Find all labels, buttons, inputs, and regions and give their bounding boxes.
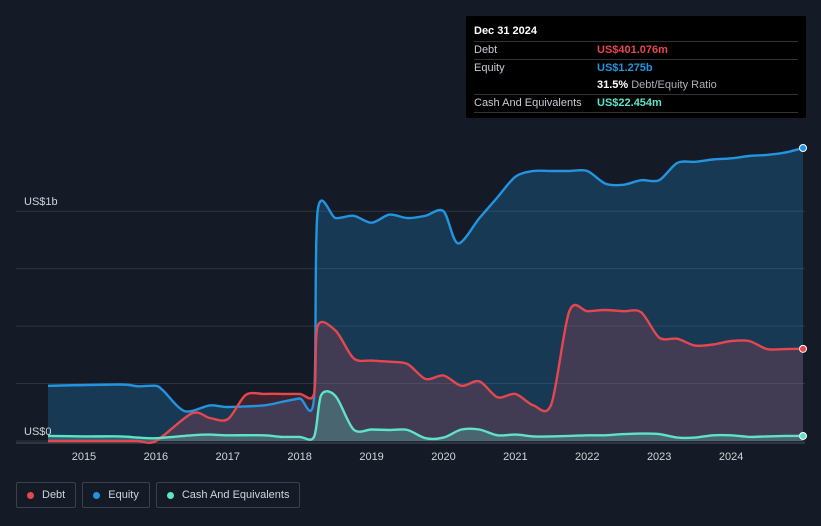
equity-dot-icon	[93, 491, 101, 499]
tooltip-date: Dec 31 2024	[474, 24, 798, 42]
legend-label-debt: Debt	[42, 489, 66, 501]
legend-item-equity[interactable]: Equity	[82, 482, 150, 508]
x-tick-label: 2017	[216, 451, 240, 463]
equity-area	[48, 148, 803, 441]
debt-end-marker	[799, 344, 807, 353]
x-tick-label: 2024	[719, 451, 743, 463]
tooltip-panel: Dec 31 2024 Debt US$401.076m Equity US$1…	[466, 16, 806, 118]
cash-line	[47, 390, 803, 441]
series-areas	[48, 148, 803, 443]
x-tick-label: 2016	[144, 451, 168, 463]
x-axis-ticks: 2015 2016 2017 2018 2019 2020 2021 2022 2023 2024	[72, 451, 744, 463]
tooltip-cash-value: US$22.454m	[597, 97, 662, 109]
tooltip-cash-label: Cash And Equivalents	[474, 97, 582, 109]
y-axis-ticks: US$0 US$1b	[24, 196, 58, 438]
x-tick-label: 2022	[575, 451, 599, 463]
x-tick-label: 2020	[431, 451, 455, 463]
tooltip-equity-label: Equity	[474, 62, 505, 74]
series-end-markers	[799, 144, 807, 440]
tooltip-ratio-label: Debt/Equity Ratio	[631, 79, 717, 91]
legend-label-cash: Cash And Equivalents	[181, 489, 290, 501]
tooltip-ratio-value: 31.5%	[597, 79, 629, 91]
tooltip-equity-row: Equity US$1.275b	[474, 60, 798, 77]
tooltip-debt-row: Debt US$401.076m	[474, 42, 798, 60]
tooltip-equity-value: US$1.275b	[597, 62, 653, 74]
equity-line	[47, 146, 804, 413]
cash-dot-icon	[166, 491, 174, 499]
x-tick-label: 2021	[503, 451, 527, 463]
debt-dot-icon	[27, 491, 34, 499]
debt-line	[48, 303, 804, 445]
x-tick-label: 2019	[359, 451, 383, 463]
tooltip-debt-value: US$401.076m	[597, 44, 668, 56]
cash-end-marker	[799, 431, 807, 440]
tooltip-cash-row: Cash And Equivalents US$22.454m	[474, 95, 798, 113]
x-tick-label: 2023	[647, 451, 671, 463]
legend-label-equity: Equity	[108, 489, 139, 501]
tooltip-ratio-row: 31.5% Debt/Equity Ratio	[474, 77, 798, 95]
chart-legend: Debt Equity Cash And Equivalents	[16, 482, 301, 508]
legend-item-cash[interactable]: Cash And Equivalents	[155, 482, 301, 508]
legend-item-debt[interactable]: Debt	[16, 482, 77, 508]
x-tick-label: 2018	[287, 451, 311, 463]
x-tick-label: 2015	[72, 451, 96, 463]
equity-end-marker	[799, 144, 807, 152]
y-tick-label: US$0	[24, 426, 52, 438]
tooltip-debt-label: Debt	[474, 44, 498, 56]
y-tick-label: US$1b	[24, 196, 58, 208]
series-lines	[47, 146, 804, 445]
